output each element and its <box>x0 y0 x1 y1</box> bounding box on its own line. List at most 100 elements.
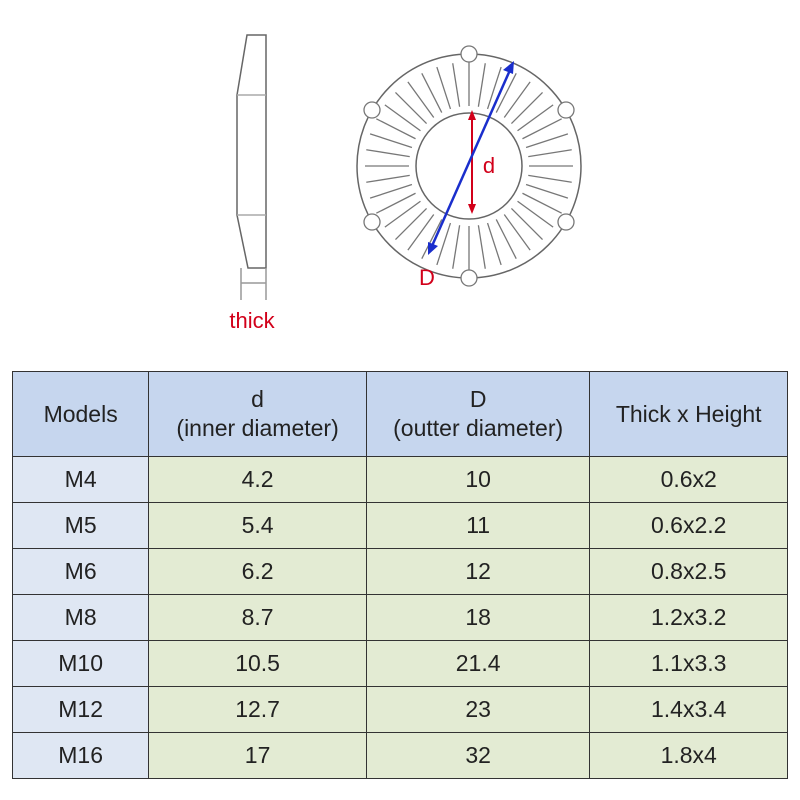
notch <box>363 213 381 231</box>
header-cell: Thick x Height <box>589 371 788 457</box>
tooth <box>522 118 562 140</box>
tooth <box>369 183 413 199</box>
value-cell: 6.2 <box>148 548 367 595</box>
tooth <box>395 92 428 125</box>
tooth <box>369 133 413 149</box>
model-cell: M16 <box>11 732 150 779</box>
value-cell: 10.5 <box>148 640 367 687</box>
value-cell: 5.4 <box>148 502 367 549</box>
arrow-head <box>468 110 476 120</box>
tooth <box>510 207 543 240</box>
value-cell: 1.4x3.4 <box>589 686 788 733</box>
header-text: (outter diameter) <box>393 415 564 441</box>
notch <box>557 213 575 231</box>
value-cell: 32 <box>365 732 591 779</box>
header-text: Thick x Height <box>615 400 762 427</box>
tooth <box>517 104 554 132</box>
value-cell: 8.7 <box>148 594 367 641</box>
notch <box>460 269 478 287</box>
value-cell: 18 <box>365 594 591 641</box>
model-cell: M5 <box>11 502 150 549</box>
arrow-head <box>428 242 438 255</box>
value-cell: 12 <box>365 548 591 595</box>
tooth <box>522 192 562 214</box>
model-cell: M6 <box>11 548 150 595</box>
tooth <box>477 225 486 269</box>
tooth <box>384 104 421 132</box>
table-row: M4 4.2 10 0.6x2 <box>11 456 788 503</box>
value-cell: 4.2 <box>148 456 367 503</box>
model-cell: M4 <box>11 456 150 503</box>
tooth <box>395 207 428 240</box>
tooth <box>517 200 554 228</box>
tooth <box>510 92 543 125</box>
tooth <box>525 183 569 199</box>
tooth <box>376 118 416 140</box>
header-text: (inner diameter) <box>176 415 339 441</box>
tooth <box>452 225 461 269</box>
model-cell: M10 <box>11 640 150 687</box>
tooth <box>525 133 569 149</box>
tooth <box>376 192 416 214</box>
model-cell: M8 <box>11 594 150 641</box>
header-cell: d (inner diameter) <box>148 371 367 457</box>
notch <box>557 101 575 119</box>
header-text: Models <box>43 400 118 427</box>
header-cell: D (outter diameter) <box>365 371 591 457</box>
value-cell: 10 <box>365 456 591 503</box>
tooth <box>436 222 452 266</box>
thick-label: thick <box>229 308 275 333</box>
notch <box>363 101 381 119</box>
tooth <box>366 174 410 183</box>
tooth <box>486 222 502 266</box>
header-cell: Models <box>11 371 150 457</box>
table-row: M5 5.4 11 0.6x2.2 <box>11 502 788 549</box>
side-view <box>236 34 267 269</box>
tooth <box>503 81 531 118</box>
value-cell: 1.2x3.2 <box>589 594 788 641</box>
value-cell: 0.6x2 <box>589 456 788 503</box>
value-cell: 17 <box>148 732 367 779</box>
table-row: M16 17 32 1.8x4 <box>11 732 788 779</box>
tooth <box>366 149 410 158</box>
tooth <box>477 63 486 107</box>
D-arrow <box>430 69 512 247</box>
value-cell: 11 <box>365 502 591 549</box>
table-row: M6 6.2 12 0.8x2.5 <box>11 548 788 595</box>
washer-diagram: d D thick <box>229 34 582 333</box>
tooth <box>503 214 531 251</box>
tooth <box>528 149 572 158</box>
tooth <box>407 81 435 118</box>
header-text: D <box>469 386 487 412</box>
tooth <box>436 66 452 110</box>
value-cell: 12.7 <box>148 686 367 733</box>
tooth <box>421 219 443 259</box>
tooth <box>528 174 572 183</box>
value-cell: 0.6x2.2 <box>589 502 788 549</box>
notch <box>460 45 478 63</box>
inner-circle <box>415 112 523 220</box>
value-cell: 0.8x2.5 <box>589 548 788 595</box>
tooth <box>486 66 502 110</box>
table-row: M10 10.5 21.4 1.1x3.3 <box>11 640 788 687</box>
value-cell: 1.1x3.3 <box>589 640 788 687</box>
tooth <box>495 73 517 113</box>
tooth <box>421 73 443 113</box>
spec-table: Models d (inner diameter) D (outter diameter… <box>11 371 788 779</box>
value-cell: 21.4 <box>365 640 591 687</box>
table-row: M8 8.7 18 1.2x3.2 <box>11 594 788 641</box>
model-cell: M12 <box>11 686 150 733</box>
value-cell: 1.8x4 <box>589 732 788 779</box>
tooth <box>407 214 435 251</box>
arrow-head <box>503 61 514 74</box>
arrow-head <box>468 204 476 214</box>
inner-label: d <box>483 153 495 178</box>
header-text: d <box>251 386 264 412</box>
table-row: M12 12.7 23 1.4x3.4 <box>11 686 788 733</box>
outer-label: D <box>419 265 435 290</box>
tooth <box>384 200 421 228</box>
tooth <box>495 219 517 259</box>
value-cell: 23 <box>365 686 591 733</box>
tooth <box>452 63 461 107</box>
